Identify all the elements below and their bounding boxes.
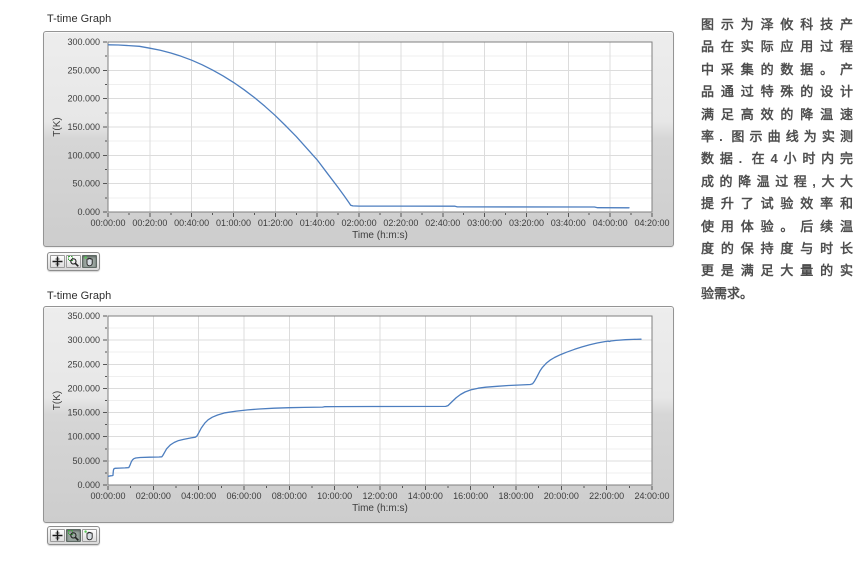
svg-text:01:40:00: 01:40:00 [300,218,335,228]
svg-text:50.000: 50.000 [72,456,100,466]
svg-text:02:20:00: 02:20:00 [383,218,418,228]
svg-text:22:00:00: 22:00:00 [589,491,624,501]
svg-text:04:00:00: 04:00:00 [181,491,216,501]
cooling-line-chart[interactable]: 0.000 50.000 100.000 150.000 200.000 250.000 3… [44,32,673,246]
description-line: 验需求。 [701,285,754,301]
svg-text:00:00:00: 00:00:00 [90,218,125,228]
svg-text:300.000: 300.000 [67,335,100,345]
svg-text:16:00:00: 16:00:00 [453,491,488,501]
svg-text:08:00:00: 08:00:00 [272,491,307,501]
svg-text:01:20:00: 01:20:00 [258,218,293,228]
svg-text:T(K): T(K) [52,391,63,410]
svg-text:250.000: 250.000 [67,359,100,369]
crosshair-icon [52,256,63,267]
zoom-tool-button[interactable] [66,255,81,268]
svg-text:50.000: 50.000 [72,179,100,189]
svg-text:03:00:00: 03:00:00 [467,218,502,228]
description-line: 度的保持度与时长 [701,240,853,256]
svg-text:18:00:00: 18:00:00 [498,491,533,501]
description-line: 率. 图示曲线为实测 [701,128,853,144]
svg-text:12:00:00: 12:00:00 [362,491,397,501]
svg-text:100.000: 100.000 [67,150,100,160]
svg-text:T(K): T(K) [52,117,63,136]
svg-text:14:00:00: 14:00:00 [408,491,443,501]
svg-text:200.000: 200.000 [67,94,100,104]
magnifier-icon [68,256,79,267]
svg-text:20:00:00: 20:00:00 [544,491,579,501]
svg-text:150.000: 150.000 [67,408,100,418]
svg-text:100.000: 100.000 [67,432,100,442]
svg-text:03:20:00: 03:20:00 [509,218,544,228]
crosshair-icon [52,530,63,541]
graph-palette [47,526,100,545]
hand-icon [84,256,93,267]
pan-tool-button[interactable] [82,255,97,268]
svg-text:0.000: 0.000 [77,480,100,490]
svg-text:0.000: 0.000 [77,207,100,217]
svg-text:04:00:00: 04:00:00 [593,218,628,228]
graph-palette [47,252,100,271]
zoom-tool-button[interactable] [66,529,81,542]
svg-text:24:00:00: 24:00:00 [634,491,669,501]
description-line: 提升了试验效率和 [701,196,853,212]
warming-line-chart[interactable]: 0.000 50.000 100.000 150.000 200.000 250.000 3… [44,307,673,522]
svg-text:200.000: 200.000 [67,383,100,393]
cursor-tool-button[interactable] [50,529,65,542]
svg-text:150.000: 150.000 [67,122,100,132]
svg-text:02:40:00: 02:40:00 [425,218,460,228]
svg-text:Time (h:m:s): Time (h:m:s) [352,230,408,241]
pan-tool-button[interactable] [82,529,97,542]
svg-text:00:40:00: 00:40:00 [174,218,209,228]
magnifier-icon [68,530,79,541]
description-line: 成的降温过程,大大 [701,173,853,189]
description-line: 中采集的数据。产 [701,61,853,77]
description-line: 更是满足大量的实 [701,263,853,279]
svg-text:03:40:00: 03:40:00 [551,218,586,228]
svg-text:06:00:00: 06:00:00 [226,491,261,501]
description-line: 使用体验。后续温 [701,218,853,234]
description-line: 满足高效的降温速 [701,106,853,122]
svg-text:10:00:00: 10:00:00 [317,491,352,501]
graph-title: T-time Graph [47,290,112,302]
svg-text:300.000: 300.000 [67,37,100,47]
svg-text:00:20:00: 00:20:00 [132,218,167,228]
graph-title: T-time Graph [47,13,112,25]
svg-text:350.000: 350.000 [67,311,100,321]
description-line: 品通过特殊的设计 [701,84,853,100]
svg-text:02:00:00: 02:00:00 [342,218,377,228]
svg-text:00:00:00: 00:00:00 [90,491,125,501]
description-panel: 图示为泽攸科技产 品在实际应用过程 中采集的数据。产 品通过特殊的设计 满足高效的降温速… [701,14,853,305]
svg-text:Time (h:m:s): Time (h:m:s) [352,503,408,514]
description-line: 图示为泽攸科技产 [701,17,853,32]
graph-container[interactable]: 0.000 50.000 100.000 150.000 200.000 250.000 3… [43,306,674,523]
graph-container[interactable]: 0.000 50.000 100.000 150.000 200.000 250.000 3… [43,31,674,247]
cursor-tool-button[interactable] [50,255,65,268]
svg-text:04:20:00: 04:20:00 [634,218,669,228]
description-line: 数据. 在4小时内完 [701,151,853,167]
svg-text:01:00:00: 01:00:00 [216,218,251,228]
svg-text:250.000: 250.000 [67,65,100,75]
description-line: 品在实际应用过程 [701,39,853,55]
hand-icon [84,530,93,541]
svg-text:02:00:00: 02:00:00 [136,491,171,501]
